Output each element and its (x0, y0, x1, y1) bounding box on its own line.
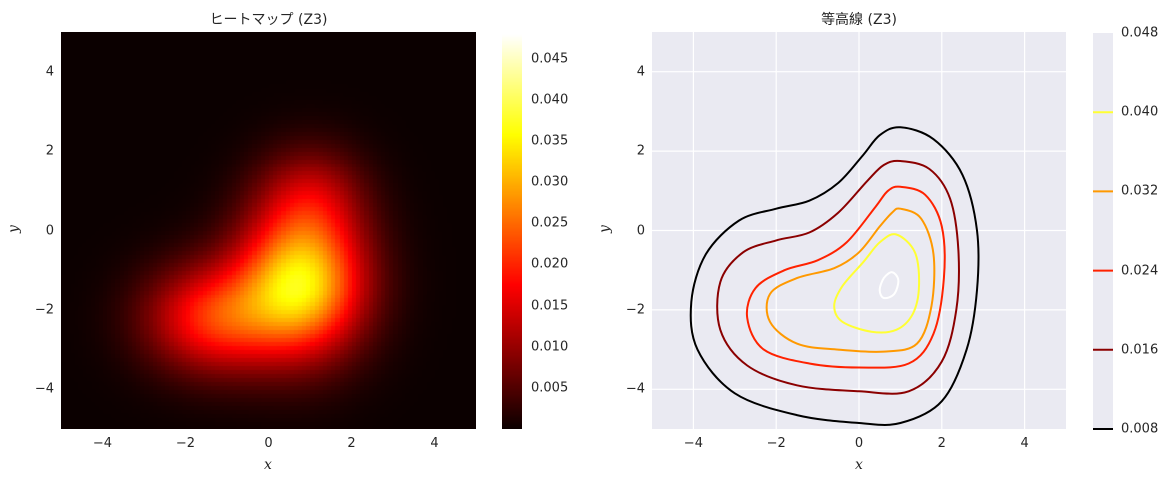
heatmap-x-tick: 4 (430, 436, 439, 451)
contour-y-tick: −4 (625, 381, 645, 397)
contour-line-0.016 (716, 159, 960, 395)
heatmap-y-tick: −4 (34, 381, 54, 397)
contour-line-0.024 (745, 185, 946, 369)
contour-line-0.032 (765, 207, 936, 353)
heatmap-x-tick: 0 (264, 436, 273, 451)
contour-y-tick: 0 (636, 223, 645, 238)
contour-y-axis-label: y (596, 225, 613, 233)
contour-colorbar (1093, 33, 1113, 430)
contour-y-tick: −2 (625, 302, 645, 318)
heatmap-colorbar-tick: 0.045 (531, 51, 569, 67)
contour-y-tick: 4 (636, 64, 645, 80)
heatmap-colorbar-tick: 0.040 (531, 92, 569, 108)
contour-colorbar-tick: 0.040 (1121, 104, 1159, 120)
contour-line-0.04 (833, 233, 921, 334)
contour-colorbar-tick: 0.032 (1121, 183, 1159, 199)
heatmap-colorbar-tick: 0.030 (531, 174, 569, 190)
heatmap-y-tick: 2 (45, 143, 54, 159)
contour-colorbar-tick: 0.008 (1121, 421, 1159, 437)
heatmap-colorbar-tick: 0.005 (531, 380, 569, 396)
heatmap-colorbar-tick: 0.035 (531, 133, 569, 149)
heatmap-y-tick: 4 (45, 64, 54, 80)
heatmap-plot-area (61, 32, 476, 429)
contour-line-0.008 (689, 126, 980, 426)
contour-x-tick: −4 (683, 436, 703, 451)
contour-x-tick: −2 (766, 436, 786, 451)
contour-title: 等高線 (Z3) (821, 12, 897, 28)
heatmap-y-tick: 0 (45, 223, 54, 238)
contour-plot-area (652, 32, 1066, 429)
heatmap-x-axis-label: x (264, 457, 272, 473)
heatmap-colorbar-tick: 0.010 (531, 339, 569, 355)
contour-colorbar-tick: 0.048 (1121, 25, 1159, 41)
contour-colorbar-tick: 0.016 (1121, 342, 1159, 358)
contour-colorbar-tick: 0.024 (1121, 263, 1159, 279)
heatmap-colorbar-tick: 0.025 (531, 215, 569, 231)
heatmap-y-axis-label: y (5, 225, 22, 233)
contour-y-tick: 2 (636, 143, 645, 159)
heatmap-x-tick: 2 (347, 436, 356, 451)
heatmap-title: ヒートマップ (Z3) (209, 12, 328, 28)
heatmap-y-tick: −2 (34, 302, 54, 318)
heatmap-x-tick: −2 (175, 436, 196, 451)
heatmap-colorbar (502, 34, 522, 429)
contour-x-axis-label: x (855, 457, 863, 473)
contour-x-tick: 0 (854, 436, 864, 451)
contour-line-0.048 (878, 271, 900, 300)
heatmap-x-tick: −4 (92, 436, 113, 451)
contour-x-tick: 4 (1020, 436, 1029, 451)
heatmap-colorbar-tick: 0.015 (531, 298, 569, 314)
heatmap-colorbar-tick: 0.020 (531, 256, 569, 272)
contour-x-tick: 2 (937, 436, 946, 451)
